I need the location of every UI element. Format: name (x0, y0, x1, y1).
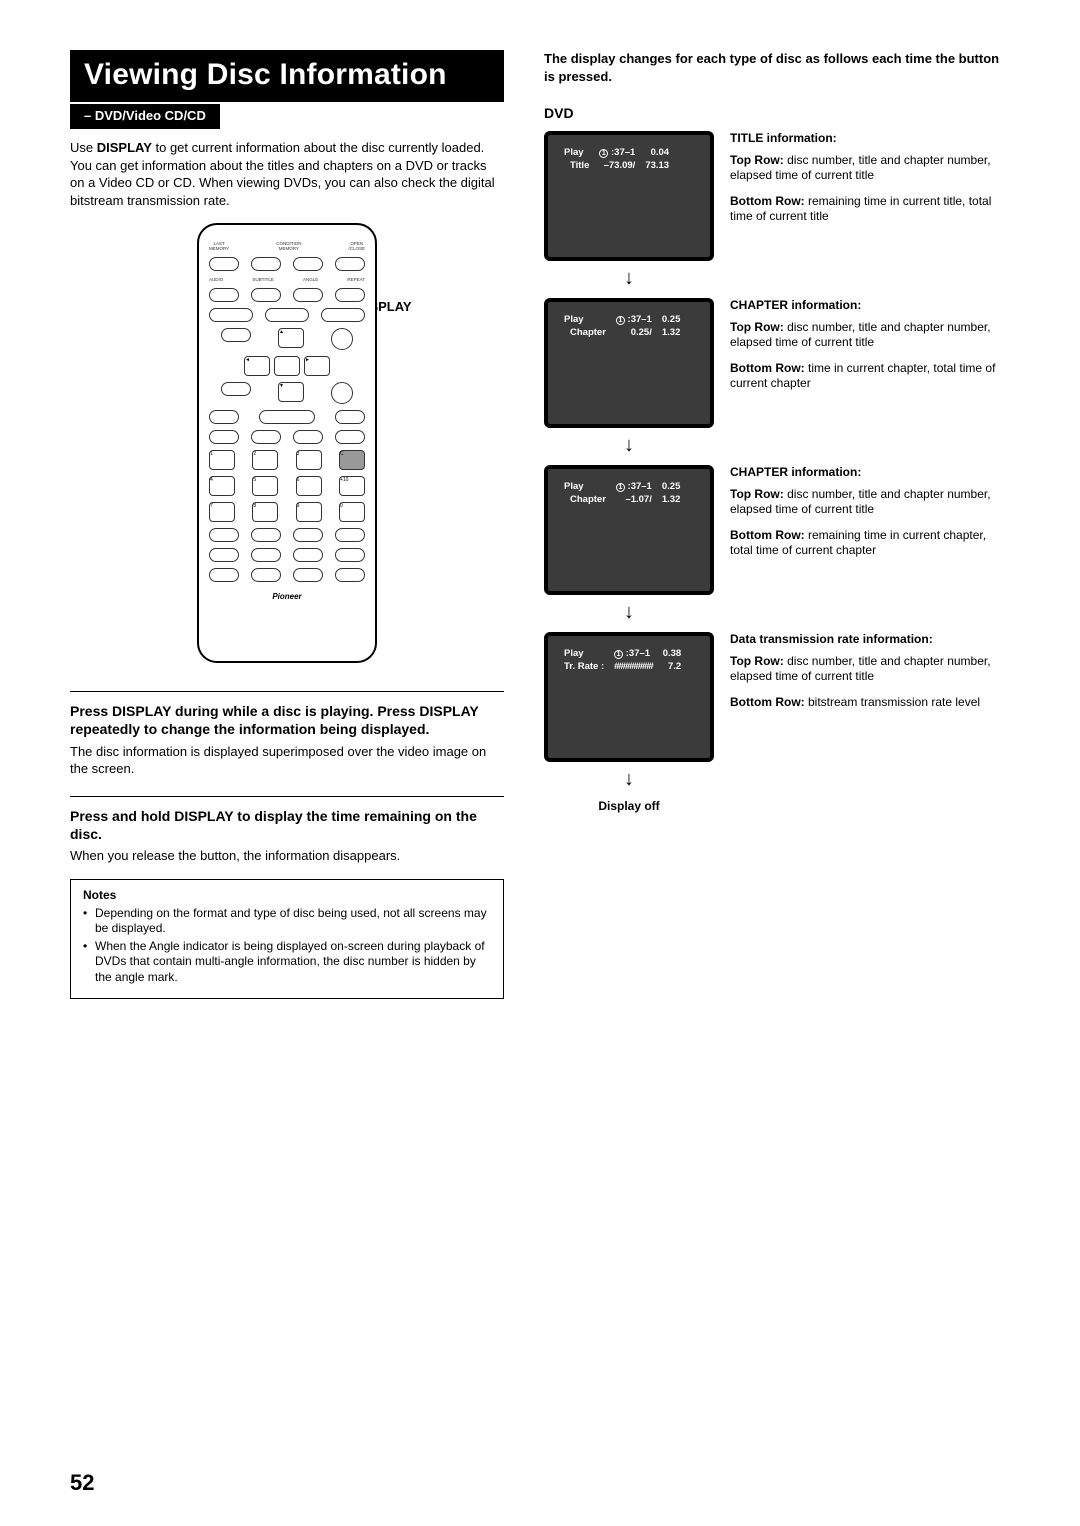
brand-label: Pioneer (209, 592, 365, 601)
arrow-down-icon: ↓ (544, 601, 714, 624)
separator-2 (70, 796, 504, 797)
osd-screen-2: Play1 :37–10.25 Chapter0.25/1.32 (544, 298, 714, 428)
right-heading: The display changes for each type of dis… (544, 50, 1010, 85)
notes-box: Notes Depending on the format and type o… (70, 879, 504, 999)
osd-screen-3: Play1 :37–10.25 Chapter–1.07/1.32 (544, 465, 714, 595)
screen3-title: CHAPTER information: (730, 465, 1010, 481)
screen4-title: Data transmission rate information: (730, 632, 1010, 648)
page-number: 52 (70, 1470, 94, 1496)
osd-screen-1: Play1 :37–10.04 Title–73.09/73.13 (544, 131, 714, 261)
instr2-head: Press and hold DISPLAY to display the ti… (70, 807, 504, 843)
intro-bold: DISPLAY (97, 140, 152, 155)
page-title-bar: Viewing Disc Information (70, 50, 504, 102)
intro-before: Use (70, 140, 97, 155)
screen2-title: CHAPTER information: (730, 298, 1010, 314)
screen1-desc: TITLE information: Top Row: disc number,… (730, 131, 1010, 261)
note-item: When the Angle indicator is being displa… (83, 939, 491, 986)
page-title: Viewing Disc Information (84, 58, 490, 92)
arrow-down-icon: ↓ (544, 768, 714, 791)
instr1-head: Press DISPLAY during while a disc is pla… (70, 702, 504, 738)
instr1-body: The disc information is displayed superi… (70, 743, 504, 778)
notes-list: Depending on the format and type of disc… (83, 906, 491, 986)
notes-title: Notes (83, 888, 491, 902)
screen2-desc: CHAPTER information: Top Row: disc numbe… (730, 298, 1010, 428)
remote-figure: DISPLAY LASTMEMORYCONDITIONMEMORYOPEN/CL… (70, 223, 504, 663)
instr2-body: When you release the button, the informa… (70, 847, 504, 865)
arrow-down-icon: ↓ (544, 267, 714, 290)
screen1-title: TITLE information: (730, 131, 1010, 147)
display-off-label: Display off (544, 799, 714, 813)
separator-1 (70, 691, 504, 692)
page-subtitle: – DVD/Video CD/CD (70, 104, 220, 129)
arrow-down-icon: ↓ (544, 434, 714, 457)
remote-control: LASTMEMORYCONDITIONMEMORYOPEN/CLOSE AUDI… (197, 223, 377, 663)
intro-paragraph: Use DISPLAY to get current information a… (70, 139, 504, 209)
osd-screen-4: Play1 :37–10.38 Tr. Rate :#########7.2 (544, 632, 714, 762)
screen3-desc: CHAPTER information: Top Row: disc numbe… (730, 465, 1010, 595)
dvd-heading: DVD (544, 105, 1010, 121)
screen4-desc: Data transmission rate information: Top … (730, 632, 1010, 762)
note-item: Depending on the format and type of disc… (83, 906, 491, 937)
